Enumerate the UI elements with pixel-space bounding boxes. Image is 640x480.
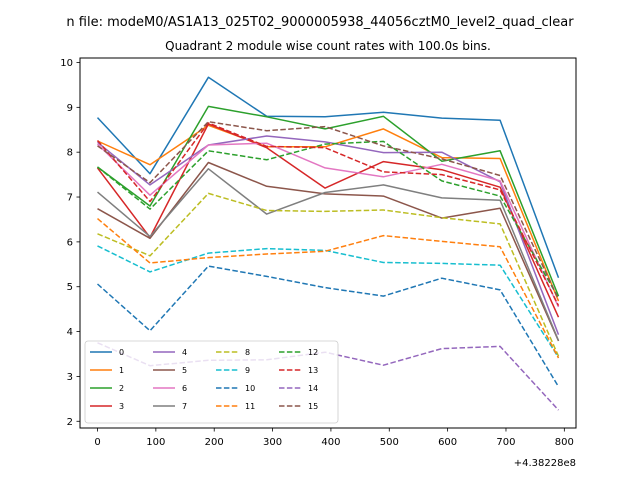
legend-label-11: 11 [245,402,255,411]
series-line-9 [97,245,560,359]
series-line-10 [97,265,560,388]
legend-label-10: 10 [245,384,255,393]
series-line-6 [96,142,560,308]
legend-label-8: 8 [245,348,250,357]
series-line-15 [97,120,560,300]
legend-label-3: 3 [119,402,124,411]
series-line-7 [97,168,560,341]
series-line-12 [97,140,560,299]
legend-label-9: 9 [245,366,250,375]
figure-suptitle: n file: modeM0/AS1A13_025T02_9000005938_… [66,15,574,30]
x-tick-label: 200 [205,437,224,448]
x-axis-offset-label: +4.38228e8 [514,458,576,469]
chart-title: Quadrant 2 module wise count rates with … [165,39,491,53]
x-tick-label: 100 [146,437,165,448]
x-tick-label: 300 [263,437,282,448]
x-axis: 0 100 200 300 400 500 600 700 800 [94,428,574,448]
x-tick-label: 500 [380,437,399,448]
legend-label-6: 6 [182,384,187,393]
series-line-4 [97,135,560,335]
x-tick-label: 600 [438,437,457,448]
legend-label-2: 2 [119,384,124,393]
plot-frame [79,57,577,429]
y-tick-label: 4 [67,327,73,338]
legend-label-0: 0 [119,348,124,357]
legend-label-7: 7 [182,402,187,411]
y-tick-label: 6 [67,237,73,248]
y-tick-label: 2 [67,417,73,428]
x-tick-label: 0 [94,437,100,448]
legend-label-13: 13 [308,366,318,375]
x-tick-label: 400 [321,437,340,448]
y-tick-label: 7 [67,193,73,204]
legend-box [84,340,339,424]
y-tick-label: 3 [67,372,73,383]
y-tick-label: 9 [67,103,73,114]
series-line-3 [96,123,560,318]
legend-label-12: 12 [308,348,318,357]
legend-label-4: 4 [182,348,187,357]
legend-label-1: 1 [119,366,124,375]
series-line-11 [97,218,560,359]
x-tick-label: 700 [496,437,515,448]
y-axis: 2 3 4 5 6 7 8 9 10 [60,58,80,428]
series-line-1 [97,124,560,302]
y-tick-label: 5 [67,282,73,293]
x-tick-label: 800 [555,437,574,448]
series-layer [96,76,560,411]
y-tick-label: 10 [60,58,73,69]
legend-label-14: 14 [308,384,318,393]
series-line-0 [96,76,560,279]
legend-label-15: 15 [308,402,318,411]
series-line-8 [97,192,560,357]
legend-label-5: 5 [182,366,187,375]
y-tick-label: 8 [67,148,73,159]
series-line-13 [96,122,560,306]
series-line-2 [97,105,560,297]
